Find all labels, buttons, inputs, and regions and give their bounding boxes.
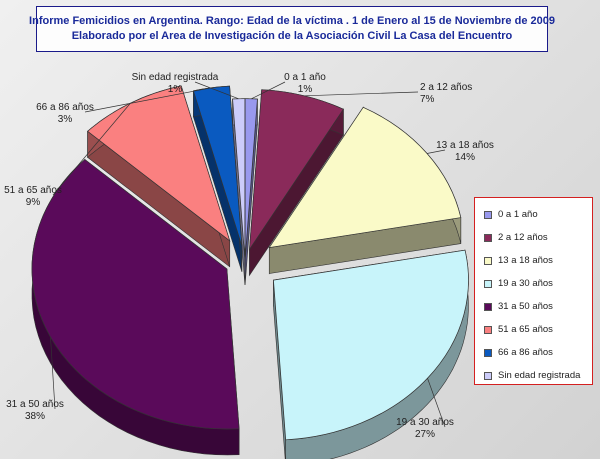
legend-label: 13 a 18 años — [498, 255, 553, 266]
slice-category-label-2: 13 a 18 años — [436, 140, 494, 151]
leader-line-6 — [84, 87, 212, 113]
legend-swatch — [484, 256, 492, 265]
chart-subtitle: Elaborado por el Area de Investigación d… — [71, 30, 513, 42]
legend-label: 0 a 1 año — [498, 209, 538, 220]
legend-item: 2 a 12 años — [484, 226, 592, 249]
slice-value-label-4: 38% — [25, 411, 45, 422]
legend-item: 66 a 86 años — [484, 341, 592, 364]
legend-item: 51 a 65 años — [484, 318, 592, 341]
leader-line-7 — [194, 81, 239, 100]
legend-swatch — [484, 348, 492, 357]
chart-title: Informe Femicidios en Argentina. Rango: … — [29, 15, 555, 27]
pie-slice-3 — [273, 249, 469, 441]
legend-swatch — [484, 233, 492, 242]
leader-line-3 — [427, 378, 446, 428]
legend-label: 19 a 30 años — [498, 278, 553, 289]
pie-tops — [31, 85, 469, 441]
legend-label: 66 a 86 años — [498, 347, 553, 358]
pie-slice-2 — [268, 106, 462, 249]
slice-value-label-3: 27% — [415, 429, 435, 440]
legend-label: Sin edad registrada — [498, 370, 581, 381]
pie-slice-7 — [232, 98, 246, 259]
slice-value-label-7: 1% — [168, 84, 183, 95]
pie-slice-1 — [249, 89, 344, 251]
slice-category-label-0: 0 a 1 año — [284, 72, 326, 83]
slice-category-label-4: 31 a 50 años — [6, 399, 64, 410]
slice-value-label-0: 1% — [298, 84, 313, 95]
legend-item: Sin edad registrada — [484, 364, 592, 387]
legend-swatch — [484, 210, 492, 219]
leader-line-2 — [426, 149, 446, 154]
legend-item: 0 a 1 año — [484, 203, 592, 226]
slice-category-label-6: 66 a 86 años — [36, 102, 94, 113]
legend-item: 13 a 18 años — [484, 249, 592, 272]
legend-swatch — [484, 325, 492, 334]
legend-swatch — [484, 302, 492, 311]
chart-legend: 0 a 1 año 2 a 12 años 13 a 18 años 19 a 30 … — [474, 197, 593, 385]
legend-swatch — [484, 371, 492, 380]
leader-line-1 — [303, 91, 419, 97]
slice-category-label-5: 51 a 65 años — [4, 185, 62, 196]
legend-swatch — [484, 279, 492, 288]
slice-value-label-2: 14% — [455, 152, 475, 163]
leader-line-0 — [251, 81, 286, 100]
legend-item: 19 a 30 años — [484, 272, 592, 295]
legend-label: 31 a 50 años — [498, 301, 553, 312]
slice-category-label-1: 2 a 12 años — [420, 82, 472, 93]
leader-line-5 — [52, 102, 131, 196]
slice-category-label-3: 19 a 30 años — [396, 417, 454, 428]
legend-label: 2 a 12 años — [498, 232, 548, 243]
slice-value-label-6: 3% — [58, 114, 73, 125]
leader-line-4 — [50, 337, 56, 410]
slice-value-label-1: 7% — [420, 94, 435, 105]
chart-title-box: Informe Femicidios en Argentina. Rango: … — [29, 6, 555, 52]
legend-label: 51 a 65 años — [498, 324, 553, 335]
slice-category-label-7: Sin edad registrada — [132, 72, 219, 83]
legend-item: 31 a 50 años — [484, 295, 592, 318]
slice-value-label-5: 9% — [26, 197, 41, 208]
